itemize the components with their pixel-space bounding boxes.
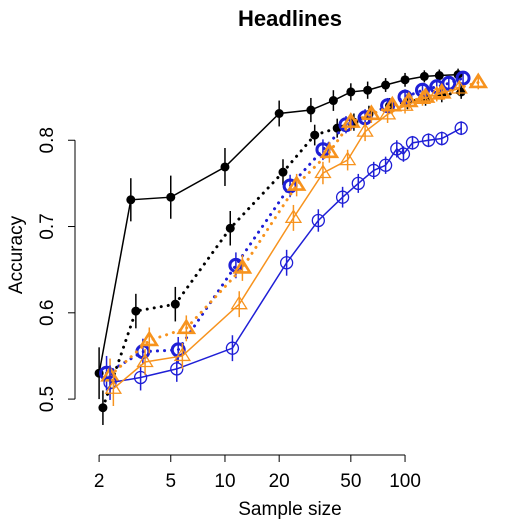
point	[450, 79, 468, 94]
point	[340, 112, 361, 128]
point	[400, 75, 410, 85]
point	[136, 353, 154, 368]
point	[378, 158, 393, 172]
point	[126, 195, 136, 205]
point	[314, 164, 332, 179]
point	[104, 380, 123, 394]
point	[170, 299, 180, 309]
y-tick-label: 0.8	[37, 127, 58, 153]
point	[405, 136, 420, 150]
point	[338, 117, 354, 133]
point	[306, 105, 316, 115]
chart-title: Headlines	[238, 6, 342, 31]
point	[166, 192, 176, 202]
point	[173, 347, 192, 362]
point	[468, 72, 489, 89]
point	[310, 130, 320, 140]
point	[428, 85, 446, 100]
point	[441, 75, 457, 91]
point	[230, 295, 248, 310]
point	[396, 147, 411, 161]
point	[133, 370, 148, 385]
point	[220, 162, 230, 172]
point	[367, 163, 381, 178]
series-line	[109, 127, 462, 384]
point	[346, 87, 356, 97]
point	[381, 80, 391, 90]
x-tick-label: 100	[389, 471, 421, 492]
point	[435, 131, 449, 146]
point	[363, 85, 373, 95]
point	[103, 376, 117, 390]
point	[419, 71, 429, 81]
point	[361, 104, 382, 121]
point	[278, 167, 288, 177]
point	[274, 108, 284, 118]
point	[311, 213, 325, 228]
point	[335, 190, 350, 204]
point	[328, 96, 338, 106]
point	[338, 151, 357, 166]
x-tick-label: 2	[94, 471, 105, 492]
y-axis-label: Accuracy	[6, 215, 27, 294]
point	[356, 122, 374, 137]
y-tick-label: 0.5	[37, 386, 58, 412]
point	[382, 95, 403, 112]
point	[455, 70, 471, 86]
point	[284, 209, 303, 224]
point	[139, 330, 160, 347]
point	[431, 82, 452, 99]
point	[176, 318, 197, 335]
point	[351, 176, 365, 191]
series-line	[105, 76, 465, 375]
point	[286, 175, 307, 191]
point	[225, 223, 235, 233]
x-tick-label: 10	[214, 471, 235, 492]
x-tick-label: 20	[269, 471, 290, 492]
point	[131, 306, 141, 316]
point	[378, 105, 397, 120]
point	[98, 403, 108, 413]
point	[434, 71, 444, 81]
x-tick-label: 5	[165, 471, 176, 492]
point	[413, 90, 432, 104]
point	[225, 341, 240, 355]
point	[421, 133, 436, 147]
point	[279, 256, 294, 270]
point	[454, 121, 468, 135]
y-tick-label: 0.6	[37, 300, 58, 326]
series-line	[112, 87, 460, 390]
point	[319, 142, 340, 159]
point	[232, 257, 253, 274]
point	[396, 97, 414, 111]
x-tick-label: 50	[340, 471, 361, 492]
y-tick-label: 0.7	[37, 213, 58, 239]
x-axis-label: Sample size	[238, 499, 342, 520]
